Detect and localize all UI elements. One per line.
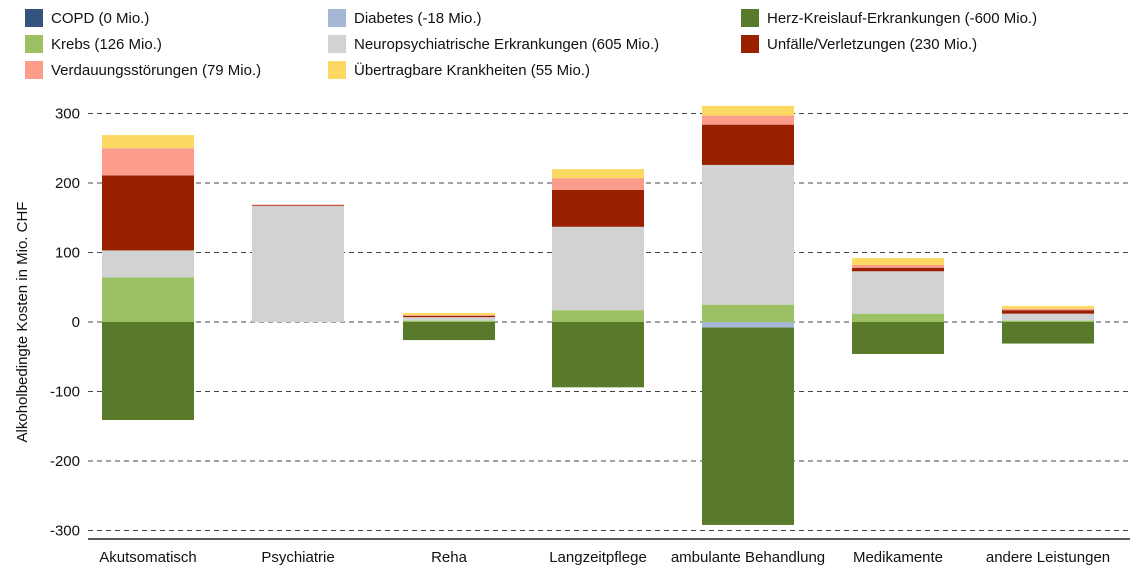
bar-segment — [702, 105, 794, 116]
bar-segment — [852, 322, 944, 354]
legend-label: Übertragbare Krankheiten (55 Mio.) — [354, 61, 590, 79]
bar-segment — [852, 265, 944, 268]
legend-item: Übertragbare Krankheiten (55 Mio.) — [328, 61, 590, 79]
y-tick-label: 100 — [55, 245, 80, 262]
bar-segment — [702, 124, 794, 165]
y-tick-label: 300 — [55, 106, 80, 123]
bar-segment — [852, 313, 944, 322]
y-tick-label: 200 — [55, 175, 80, 192]
bar-segment — [552, 189, 644, 227]
bar-segment — [1002, 313, 1094, 321]
legend-swatch — [328, 61, 346, 79]
bar-segment — [252, 205, 344, 207]
bar-segment — [403, 317, 495, 321]
legend-label: COPD (0 Mio.) — [51, 9, 150, 27]
bar-segment — [552, 322, 644, 388]
legend-swatch — [328, 9, 346, 27]
legend-item: Herz-Kreislauf-Erkrankungen (-600 Mio.) — [741, 9, 1037, 27]
bar-segment — [102, 135, 194, 149]
bar-segment — [552, 178, 644, 190]
legend-label: Unfälle/Verletzungen (230 Mio.) — [767, 35, 978, 53]
legend-label: Diabetes (-18 Mio.) — [354, 9, 482, 27]
bar-segment — [702, 115, 794, 125]
y-tick-label: 0 — [72, 314, 80, 331]
bar-segment — [852, 267, 944, 272]
legend-item: COPD (0 Mio.) — [25, 9, 149, 27]
bar-segment — [552, 310, 644, 322]
legend-item: Krebs (126 Mio.) — [25, 35, 162, 53]
bar-segment — [403, 320, 495, 322]
bar-segment — [102, 175, 194, 251]
bar-segment — [702, 304, 794, 322]
bar-segment — [403, 322, 495, 341]
x-tick-label: Psychiatrie — [261, 549, 334, 566]
legend-swatch — [741, 35, 759, 53]
legend-label: Neuropsychiatrische Erkrankungen (605 Mi… — [354, 35, 660, 53]
legend-swatch — [25, 61, 43, 79]
bar-segment — [852, 258, 944, 266]
legend-label: Krebs (126 Mio.) — [51, 35, 162, 53]
x-tick-label: Akutsomatisch — [99, 549, 197, 566]
bar-segment — [702, 327, 794, 525]
x-tick-label: Langzeitpflege — [549, 549, 647, 566]
x-tick-label: ambulante Behandlung — [671, 549, 825, 566]
bar-segment — [102, 322, 194, 420]
bar-segment — [1002, 308, 1094, 311]
bar-segment — [102, 250, 194, 278]
legend-item: Verdauungsstörungen (79 Mio.) — [25, 61, 261, 79]
bar-segment — [702, 322, 794, 328]
bar-segment — [403, 315, 495, 318]
legend-label: Verdauungsstörungen (79 Mio.) — [51, 61, 262, 79]
legend-swatch — [25, 9, 43, 27]
legend-item: Unfälle/Verletzungen (230 Mio.) — [741, 35, 977, 53]
y-tick-label: -300 — [50, 523, 80, 540]
legend-swatch — [741, 9, 759, 27]
bar-segment — [252, 205, 344, 322]
bar-segment — [702, 164, 794, 305]
bar-segment — [403, 312, 495, 316]
legend-item: Diabetes (-18 Mio.) — [328, 9, 482, 27]
legend-label: Herz-Kreislauf-Erkrankungen (-600 Mio.) — [767, 9, 1038, 27]
bar-segment — [1002, 320, 1094, 322]
bar-segment — [403, 315, 495, 316]
bar-segment — [1002, 306, 1094, 309]
x-tick-label: Reha — [431, 549, 468, 566]
bar-segment — [552, 169, 644, 179]
bar-segment — [102, 277, 194, 322]
bar-segment — [852, 271, 944, 314]
legend-item: Neuropsychiatrische Erkrankungen (605 Mi… — [328, 35, 659, 53]
y-tick-label: -200 — [50, 453, 80, 470]
bar-segment — [552, 226, 644, 311]
x-tick-label: andere Leistungen — [986, 549, 1110, 566]
bar-segment — [1002, 322, 1094, 344]
legend-swatch — [25, 35, 43, 53]
legend-swatch — [328, 35, 346, 53]
bar-segment — [102, 148, 194, 176]
y-tick-label: -100 — [50, 384, 80, 401]
bar-segment — [1002, 310, 1094, 314]
x-tick-label: Medikamente — [853, 549, 943, 566]
bar-segment — [252, 204, 344, 206]
chart-legend: COPD (0 Mio.) Krebs (126 Mio.) Verdauungss… — [0, 0, 1131, 86]
y-axis-title: Alkoholbedingte Kosten in Mio. CHF — [14, 202, 31, 443]
